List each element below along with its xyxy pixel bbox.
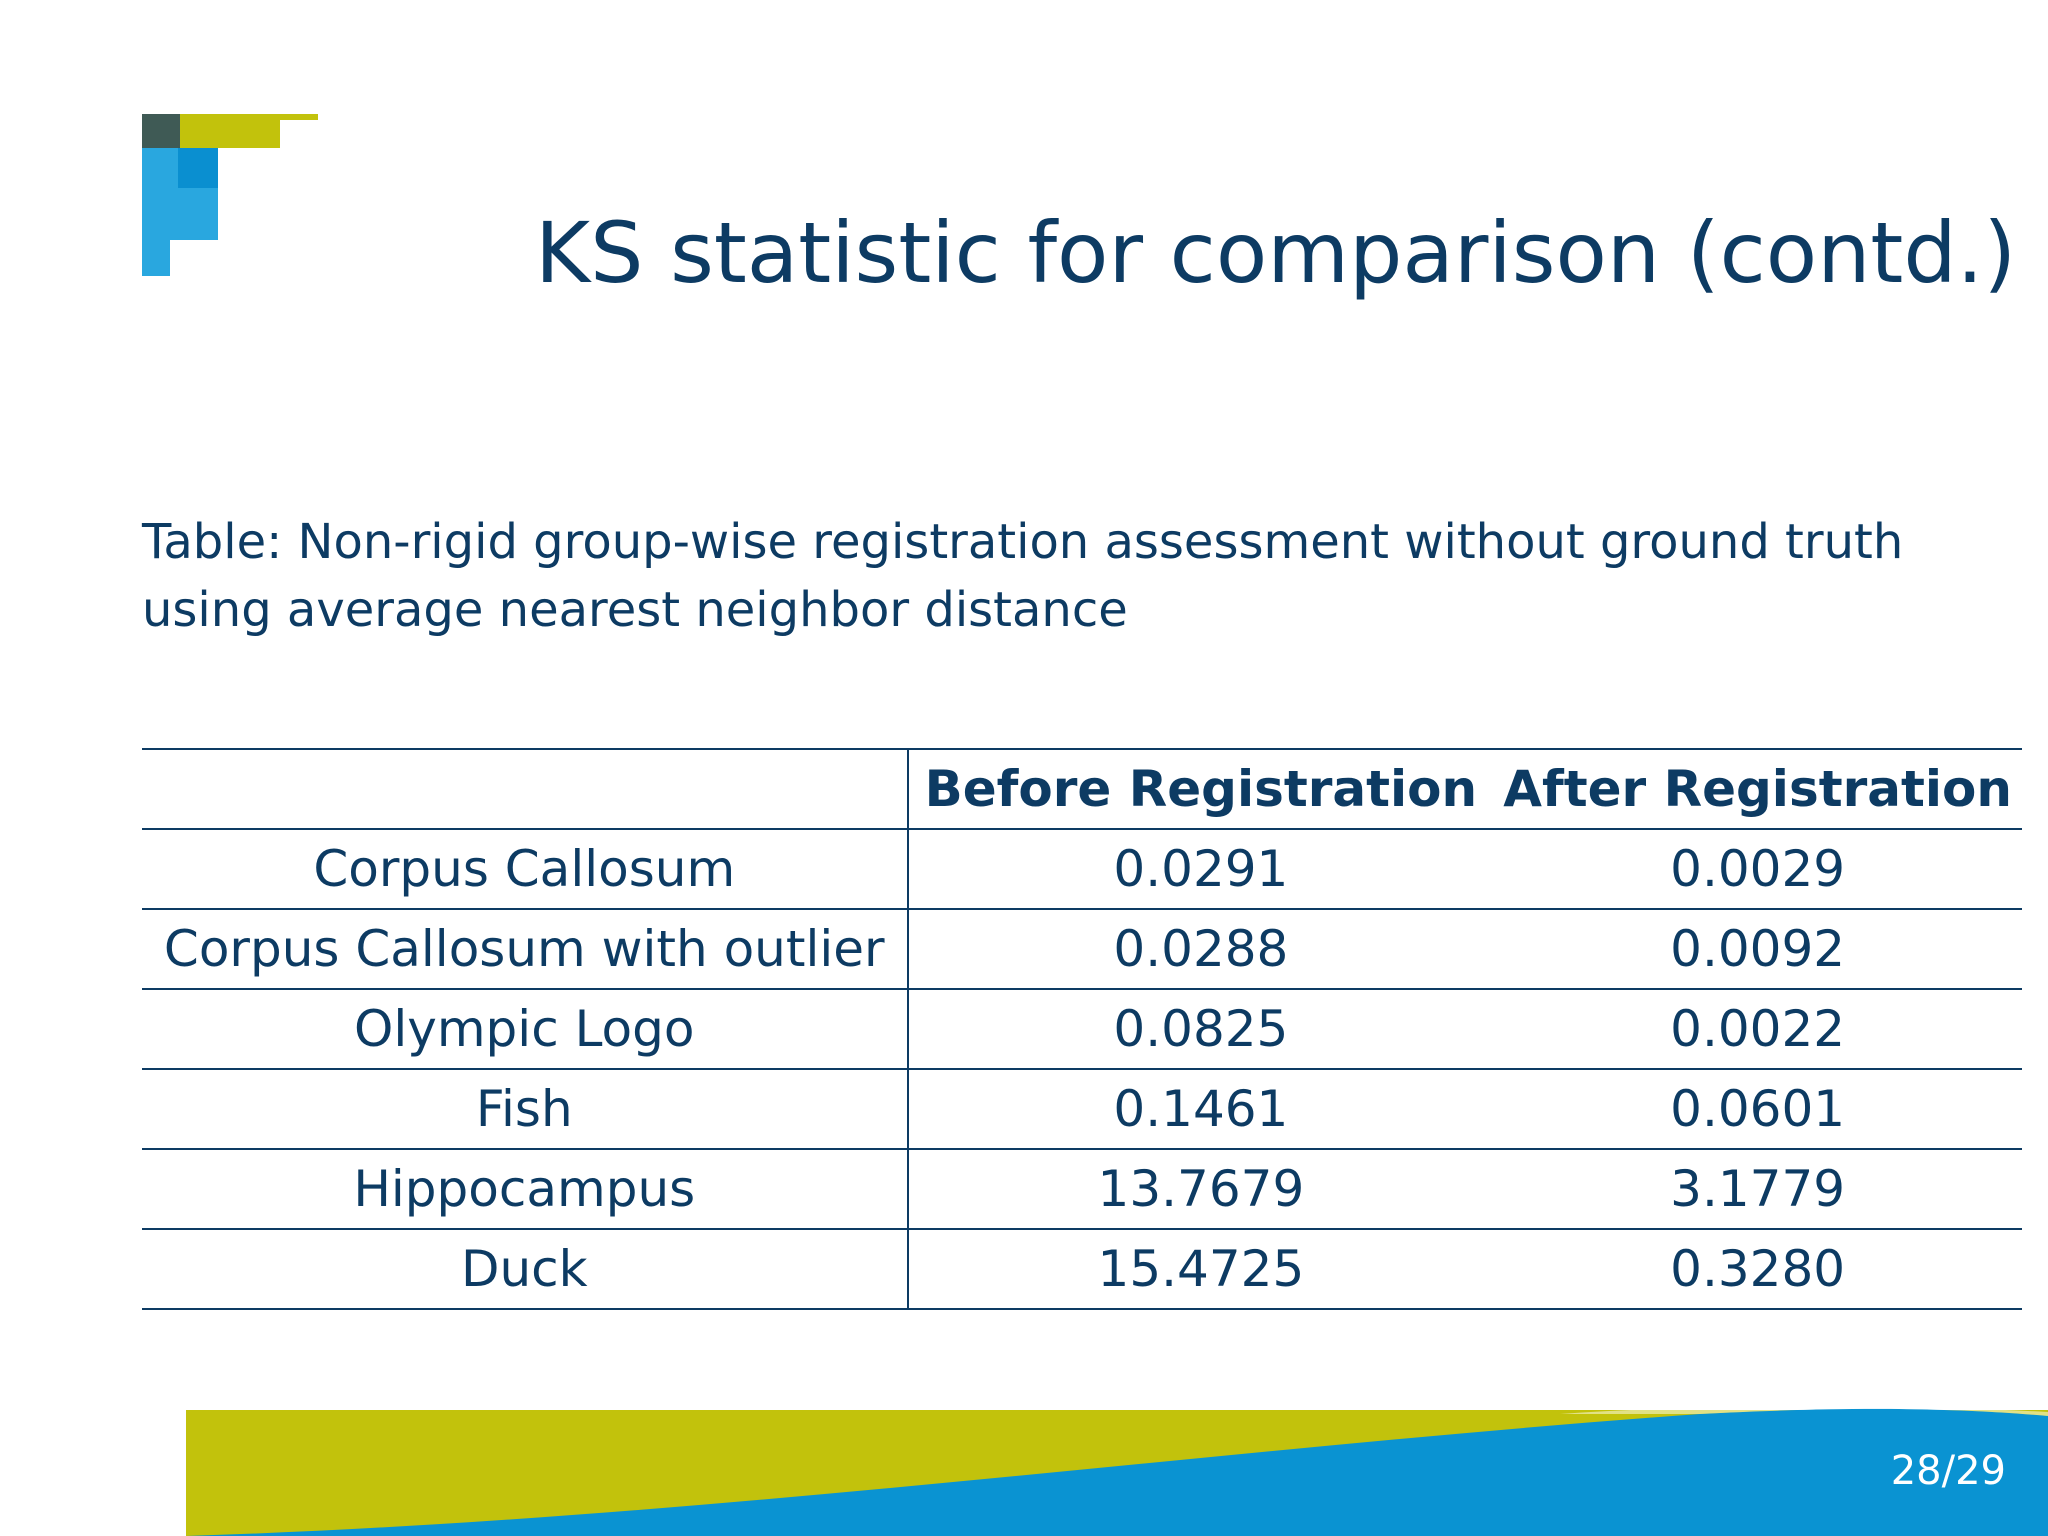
row-label: Duck [142,1228,909,1310]
after-value: 0.0092 [1493,908,2022,990]
before-value: 0.0825 [907,988,1494,1070]
before-value: 15.4725 [907,1228,1494,1310]
slide-title: KS statistic for comparison (contd.) [535,204,2017,303]
before-value: 0.1461 [907,1068,1494,1150]
table-row: Hippocampus 13.7679 3.1779 [142,1148,2022,1230]
row-label: Corpus Callosum with outlier [142,908,909,990]
row-label: Corpus Callosum [142,828,909,910]
table-row: Corpus Callosum 0.0291 0.0029 [142,828,2022,910]
table-header-row: Before Registration After Registration [142,748,2022,830]
table-caption: Table: Non-rigid group-wise registration… [142,514,1904,638]
after-value: 3.1779 [1493,1148,2022,1230]
table-row: Fish 0.1461 0.0601 [142,1068,2022,1150]
header-before-registration: Before Registration [907,748,1494,830]
corner-logo [142,114,318,276]
footer-band [186,1406,2048,1536]
table-row: Duck 15.4725 0.3280 [142,1228,2022,1310]
table-row: Corpus Callosum with outlier 0.0288 0.00… [142,908,2022,990]
before-value: 0.0288 [907,908,1494,990]
after-value: 0.0029 [1493,828,2022,910]
header-after-registration: After Registration [1493,748,2022,830]
row-label: Hippocampus [142,1148,909,1230]
before-value: 0.0291 [907,828,1494,910]
row-label: Fish [142,1068,909,1150]
after-value: 0.3280 [1493,1228,2022,1310]
header-empty-cell [142,748,909,830]
after-value: 0.0022 [1493,988,2022,1070]
after-value: 0.0601 [1493,1068,2022,1150]
table-row: Olympic Logo 0.0825 0.0022 [142,988,2022,1070]
row-label: Olympic Logo [142,988,909,1070]
before-value: 13.7679 [907,1148,1494,1230]
results-table: Before Registration After Registration C… [142,748,2022,1310]
page-number: 28/29 [1890,1448,2006,1494]
